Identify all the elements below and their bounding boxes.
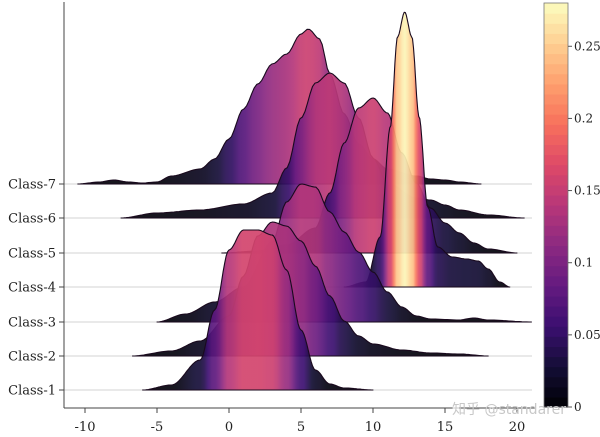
colorbar-segment — [544, 215, 568, 226]
colorbar-segment — [544, 205, 568, 216]
y-axis-labels: Class-1 Class-2 Class-3 Class-4 Class-5 Class… — [8, 178, 64, 399]
watermark: 知乎 @standarer — [452, 401, 566, 418]
colorbar-segment — [544, 285, 568, 297]
colorbar-segment — [544, 225, 568, 236]
y-tick-label-class-4: Class-4 — [8, 281, 56, 296]
y-tick-label-class-5: Class-5 — [8, 247, 56, 262]
colorbar-segment — [544, 326, 568, 337]
ridge-class-4 — [343, 11, 511, 288]
colorbar-tick-label: 0.2 — [574, 111, 593, 125]
colorbar-segment — [544, 3, 568, 14]
colorbar-segment — [544, 306, 568, 317]
y-tick-label-class-1: Class-1 — [8, 384, 56, 399]
colorbar-segment — [544, 245, 568, 257]
ridges — [77, 11, 532, 391]
colorbar-segment — [544, 396, 568, 408]
colorbar-segment — [544, 144, 568, 156]
axes — [63, 2, 535, 409]
colorbar-segment — [544, 386, 568, 398]
colorbar-segment — [544, 114, 568, 125]
y-tick-label-class-6: Class-6 — [8, 212, 56, 227]
colorbar-segment — [544, 336, 568, 347]
colorbar-segment — [544, 316, 568, 327]
colorbar-segment — [544, 346, 568, 358]
ridge-class-6 — [120, 72, 525, 219]
colorbar-segment — [544, 194, 568, 206]
colorbar-segment — [544, 366, 568, 378]
colorbar-tick-label: 0 — [574, 400, 582, 414]
colorbar-segment — [544, 356, 568, 368]
colorbar-segment — [544, 255, 568, 267]
colorbar-segment — [544, 164, 568, 176]
colorbar-segment — [544, 124, 568, 135]
x-axis-labels: -10 -5 0 5 10 15 20 — [75, 408, 526, 435]
y-tick-label-class-7: Class-7 — [8, 178, 56, 193]
colorbar-segment — [544, 265, 568, 277]
colorbar-segment — [544, 83, 568, 95]
colorbar-segment — [544, 275, 568, 287]
x-tick-label: 0 — [225, 420, 233, 435]
colorbar-segment — [544, 33, 568, 44]
colorbar-frame — [543, 2, 569, 408]
colorbar-segment — [544, 93, 568, 105]
colorbar-tick-label: 0.25 — [574, 39, 600, 53]
colorbar-tick-label: 0.05 — [574, 328, 600, 342]
x-tick-label: 15 — [437, 420, 454, 435]
colorbar-segment — [544, 73, 568, 85]
colorbar-segment — [544, 63, 568, 75]
y-tick-label-class-2: Class-2 — [8, 350, 56, 365]
colorbar-segment — [544, 174, 568, 186]
colorbar: 0 0.05 0.1 0.15 0.2 0.25 — [543, 2, 600, 414]
colorbar-segment — [544, 235, 568, 246]
colorbar-segment — [544, 23, 568, 34]
colorbar-segment — [544, 43, 568, 55]
x-tick-label: -10 — [75, 420, 96, 435]
colorbar-segment — [544, 154, 568, 166]
colorbar-segment — [544, 295, 568, 307]
colorbar-segment — [544, 134, 568, 145]
x-tick-label: -5 — [151, 420, 164, 435]
y-tick-label-class-3: Class-3 — [8, 316, 56, 331]
ridge-class-1 — [142, 229, 374, 391]
colorbar-segment — [544, 13, 568, 24]
x-tick-label: 5 — [297, 420, 305, 435]
colorbar-segment — [544, 104, 568, 115]
colorbar-segment — [544, 184, 568, 196]
colorbar-segment — [544, 376, 568, 388]
colorbar-tick-label: 0.15 — [574, 184, 600, 198]
colorbar-tick-label: 0.1 — [574, 256, 593, 270]
x-tick-label: 20 — [509, 420, 526, 435]
x-tick-label: 10 — [365, 420, 382, 435]
colorbar-segment — [544, 53, 568, 65]
